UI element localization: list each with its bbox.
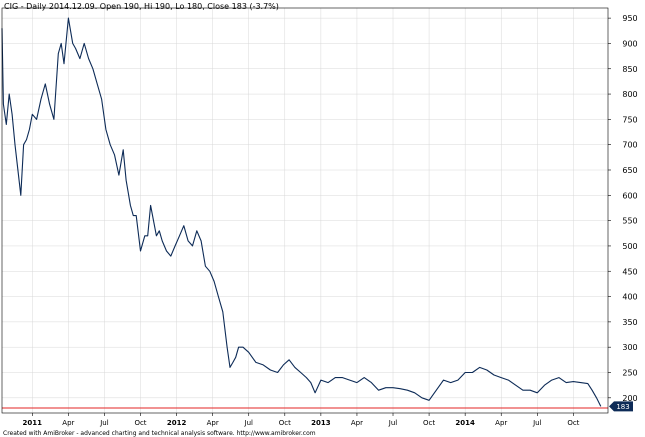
x-tick-label: 2011 (23, 419, 43, 427)
x-tick-label: Jul (99, 419, 109, 427)
x-tick-label: Oct (423, 419, 435, 427)
x-tick-label: Apr (207, 419, 219, 427)
y-tick-label: 450 (622, 267, 637, 276)
last-close-badge-shape (609, 401, 633, 412)
grid-layer (2, 8, 608, 413)
plot-frame (1, 7, 609, 414)
x-tick-label: Apr (351, 419, 363, 427)
x-tick-label: 2013 (311, 419, 331, 427)
y-tick-label: 750 (622, 115, 637, 124)
y-tick-label: 800 (622, 90, 637, 99)
footer-credit: Created with AmiBroker - advanced charti… (3, 430, 316, 437)
y-tick-label: 700 (622, 141, 637, 150)
x-tick-label: 2012 (167, 419, 187, 427)
y-tick-label: 950 (622, 14, 637, 23)
last-close-label: 183 (616, 403, 629, 411)
y-tick-label: 650 (622, 166, 637, 175)
chart-title: CIG - Daily 2014.12.09. Open 190, Hi 190… (4, 2, 279, 11)
y-axis: 950 900 850 800 750 700 650 600 550 500 450 400 350 3… (608, 14, 638, 403)
x-tick-label: Oct (279, 419, 291, 427)
x-tick-label: Jul (388, 419, 398, 427)
x-tick-label: Jul (244, 419, 254, 427)
price-line (1, 17, 602, 407)
x-tick-label: Oct (134, 419, 146, 427)
x-tick-label: Oct (567, 419, 579, 427)
y-tick-label: 850 (622, 65, 637, 74)
y-tick-label: 200 (622, 394, 637, 403)
y-tick-label: 600 (622, 191, 637, 200)
x-axis: 2011 Apr Jul Oct 2012 Apr Jul Oct 2013 Apr Jul Oct 2… (23, 413, 580, 427)
y-tick-label: 400 (622, 293, 637, 302)
x-tick-label: 2014 (455, 419, 475, 427)
y-tick-label: 300 (622, 343, 637, 352)
y-tick-label: 250 (622, 369, 637, 378)
last-close-badge: 183 (609, 401, 633, 412)
x-tick-label: Apr (62, 419, 74, 427)
x-tick-label: Jul (532, 419, 542, 427)
y-tick-label: 550 (622, 217, 637, 226)
y-tick-label: 350 (622, 318, 637, 327)
x-tick-label: Apr (495, 419, 507, 427)
y-tick-label: 500 (622, 242, 637, 251)
y-tick-label: 900 (622, 39, 637, 48)
